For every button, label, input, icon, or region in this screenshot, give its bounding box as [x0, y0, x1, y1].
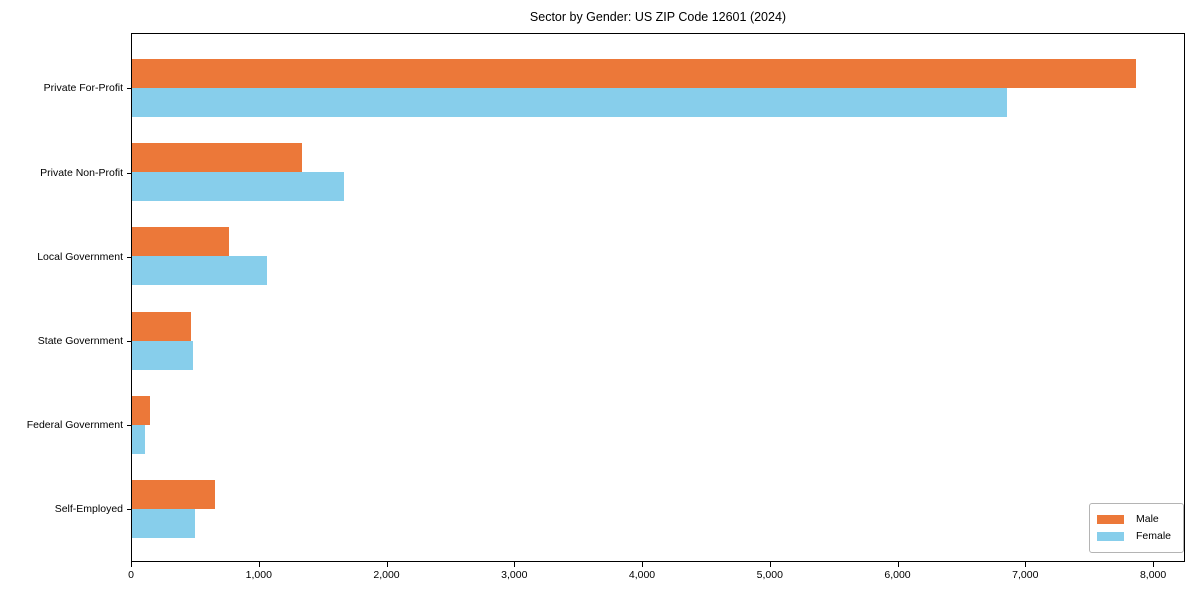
x-tick-label: 0 — [128, 569, 134, 581]
x-tick-mark — [642, 562, 644, 567]
x-tick-mark — [386, 562, 388, 567]
x-tick-label: 7,000 — [1012, 569, 1039, 581]
legend-swatch-male-icon — [1097, 515, 1124, 524]
bar-female-3 — [132, 340, 194, 370]
y-tick-mark — [127, 172, 132, 174]
x-tick-label: 1,000 — [245, 569, 272, 581]
x-tick-mark — [131, 562, 133, 567]
bar-male-0 — [132, 59, 1137, 88]
legend-row-male: Male — [1097, 514, 1176, 525]
y-tick-mark — [127, 340, 132, 343]
x-tick-label: 4,000 — [628, 569, 656, 581]
legend-row-female: Female — [1097, 531, 1176, 542]
y-axis-label: Self-Employed — [54, 503, 123, 516]
bar-male-1 — [132, 143, 302, 173]
y-tick-mark — [127, 509, 132, 511]
bar-male-4 — [132, 395, 150, 425]
bar-male-5 — [132, 480, 215, 509]
legend-swatch-female-icon — [1097, 532, 1124, 541]
plot-area — [131, 33, 1185, 562]
bar-male-3 — [132, 311, 191, 341]
y-axis-label: State Government — [37, 334, 123, 347]
y-tick-mark — [127, 256, 132, 258]
y-tick-mark — [127, 425, 132, 427]
y-axis-label: Private Non-Profit — [40, 166, 123, 179]
x-tick-mark — [1025, 562, 1027, 567]
x-tick-mark — [258, 562, 260, 567]
x-tick-mark — [897, 562, 899, 567]
y-axis-label: Federal Government — [26, 419, 123, 432]
y-axis-label: Private For-Profit — [43, 82, 123, 95]
bar-female-2 — [132, 256, 268, 286]
bar-male-2 — [132, 227, 230, 257]
legend: Male Female — [1089, 503, 1184, 553]
y-axis-label: Local Government — [37, 250, 123, 263]
x-tick-mark — [514, 562, 516, 567]
x-tick-label: 6,000 — [884, 569, 911, 581]
x-tick-label: 2,000 — [373, 569, 400, 581]
x-tick-mark — [769, 562, 771, 567]
y-tick-mark — [127, 88, 132, 90]
legend-label-male: Male — [1136, 513, 1159, 525]
x-tick-label: 8,000 — [1139, 569, 1167, 581]
bar-female-1 — [132, 172, 345, 202]
bar-female-4 — [132, 424, 145, 454]
legend-label-female: Female — [1136, 530, 1172, 542]
x-tick-label: 3,000 — [501, 569, 528, 581]
x-tick-label: 5,000 — [756, 569, 783, 581]
bar-female-0 — [132, 88, 1008, 117]
bar-female-5 — [132, 509, 195, 538]
x-tick-mark — [1153, 562, 1155, 567]
chart-title: Sector by Gender: US ZIP Code 12601 (202… — [529, 10, 787, 24]
